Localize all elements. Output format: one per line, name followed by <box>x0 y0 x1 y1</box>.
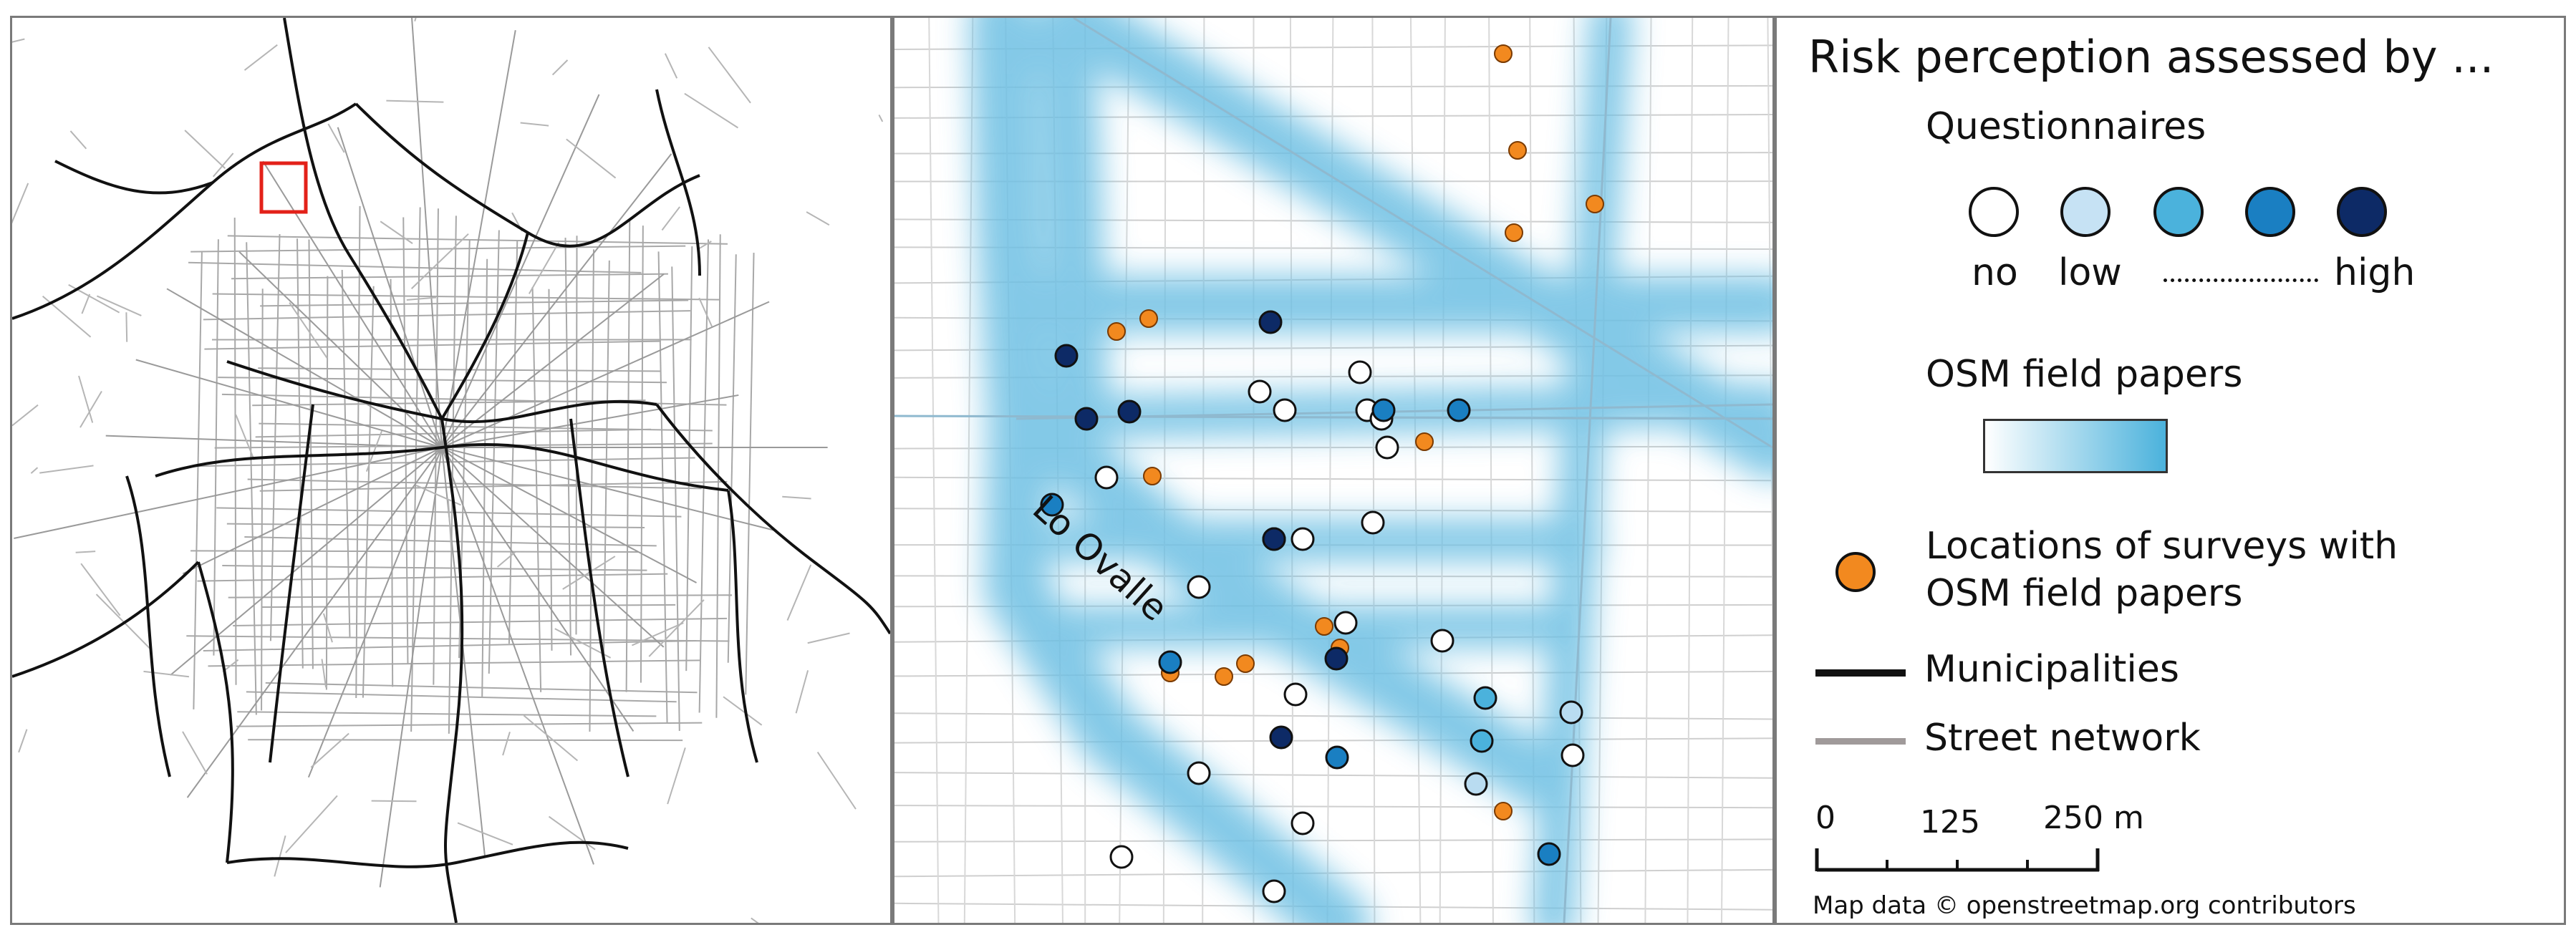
scale-bar <box>1815 848 2100 872</box>
legend-scale-high: high <box>2334 251 2416 294</box>
map-data-credit: Map data © openstreetmap.org contributor… <box>1813 891 2356 920</box>
legend-survey-locations-line2: OSM field papers <box>1926 572 2243 615</box>
legend-low-risk-dot <box>2060 187 2111 237</box>
legend-street-network-label: Street network <box>1924 717 2201 760</box>
legend-scale-dots <box>2163 278 2318 282</box>
map-legend: Risk perception assessed by ... Question… <box>1775 16 2566 925</box>
legend-elevated-risk-dot <box>2245 187 2295 237</box>
legend-scale-low: low <box>2058 251 2122 294</box>
legend-field-papers-gradient <box>1983 419 2168 473</box>
street-network-layer <box>12 18 884 923</box>
questionnaire-points-layer <box>1040 310 1585 903</box>
legend-questionnaires-heading: Questionnaires <box>1926 105 2206 148</box>
scale-bar-tick-250: 250 m <box>2043 800 2144 836</box>
legend-municipalities-label: Municipalities <box>1924 648 2179 691</box>
detail-map[interactable]: Lo Ovalle <box>892 16 1775 925</box>
legend-medium-risk-dot <box>2153 187 2204 237</box>
overview-map-canvas[interactable] <box>12 18 890 923</box>
scale-bar-tick-0: 0 <box>1815 800 1835 836</box>
legend-title: Risk perception assessed by ... <box>1808 31 2494 83</box>
municipalities-layer <box>12 18 890 923</box>
legend-field-papers-heading: OSM field papers <box>1926 353 2243 396</box>
detail-map-canvas[interactable]: Lo Ovalle <box>894 18 1772 923</box>
legend-scale-no: no <box>1972 251 2018 294</box>
legend-high-risk-dot <box>2337 187 2387 237</box>
legend-municipalities-line <box>1815 669 1906 677</box>
legend-street-network-line <box>1815 738 1906 745</box>
legend-no-risk-dot <box>1969 187 2019 237</box>
legend-survey-location-dot <box>1835 552 1876 592</box>
overview-map[interactable] <box>10 16 892 925</box>
scale-bar-tick-125: 125 <box>1920 804 1980 840</box>
study-area-highlight-box <box>259 161 308 214</box>
legend-survey-locations-line1: Locations of surveys with <box>1926 525 2398 568</box>
